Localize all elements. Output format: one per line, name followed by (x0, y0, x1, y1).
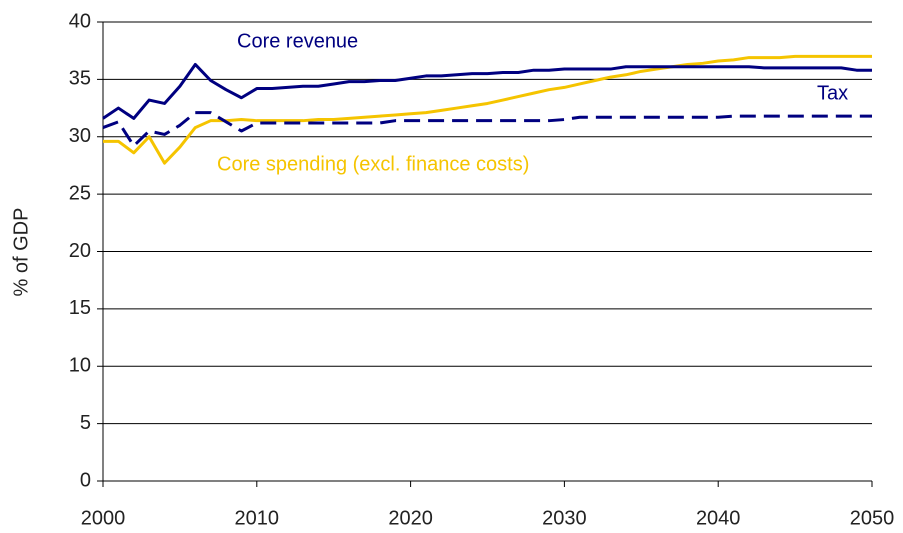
y-tick-label: 35 (69, 68, 91, 90)
y-tick-label: 10 (69, 355, 91, 377)
series-line (103, 54, 872, 165)
y-tick-label: 15 (69, 297, 91, 319)
annotation: Core revenue (237, 30, 358, 52)
x-tick-label: 2010 (235, 507, 280, 529)
series-line (102, 62, 872, 120)
grid (97, 21, 873, 487)
x-tick-label: 2030 (542, 507, 587, 529)
y-tick-label: 30 (69, 125, 91, 147)
x-tick-label: 2020 (388, 507, 433, 529)
series-line (102, 111, 872, 148)
annotation: Tax (817, 82, 848, 104)
x-tick-label: 2000 (81, 507, 126, 529)
lines (102, 54, 872, 165)
y-tick-label: 40 (69, 10, 91, 32)
x-tick-label: 2050 (850, 507, 895, 529)
x-tick-label: 2040 (696, 507, 741, 529)
y-tick-label: 25 (69, 182, 91, 204)
y-axis-label: % of GDP (10, 208, 32, 297)
annotation: Core spending (excl. finance costs) (217, 153, 529, 175)
y-tick-label: 0 (80, 469, 91, 491)
y-tick-label: 20 (69, 240, 91, 262)
y-tick-label: 5 (80, 412, 91, 434)
